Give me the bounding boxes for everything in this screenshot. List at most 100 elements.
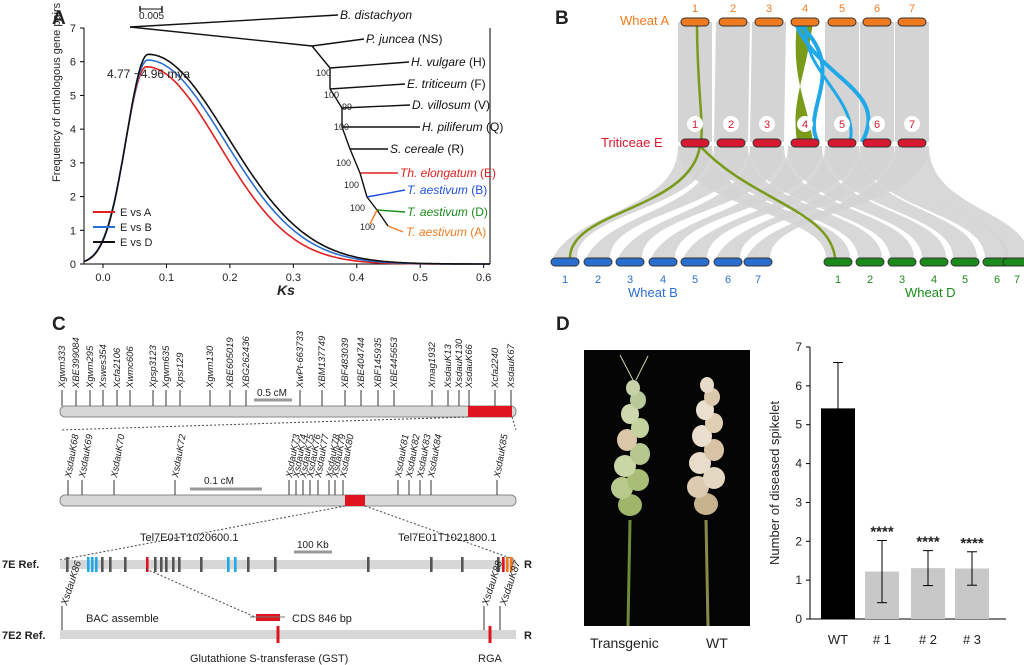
gene-tick [165, 557, 168, 572]
gene-tick [146, 557, 149, 572]
tree-leaf-labels: B. distachyon P. juncea (NS) H. vulgare (H… [340, 8, 503, 239]
chromosome-label: 3 [764, 119, 770, 131]
synteny-link-inversion [795, 22, 813, 142]
right-arm-label-2: R [524, 630, 532, 642]
genetic-marker: Xmag1932 [427, 341, 438, 389]
chromosome-label: 3 [899, 274, 905, 286]
chromosome-label: 6 [725, 274, 731, 286]
gene-tick [461, 557, 464, 572]
wheat-b-label: Wheat B [628, 285, 678, 300]
chromosome-bar [680, 138, 710, 148]
x-tick-label: 0.0 [95, 272, 110, 284]
genetic-marker: Xgwm635 [161, 345, 172, 389]
bac-label: BAC assemble [86, 613, 159, 625]
synteny-link-a-e [714, 22, 750, 142]
chromosome-label: 6 [994, 274, 1000, 286]
genetic-map-markers-1: Xgwm333 XBE399084 Xgwm295 Xswes354 Xcfa2106 X… [57, 330, 517, 406]
tree-leaf: T. aestivum (B) [407, 183, 487, 197]
significance-stars: **** [870, 524, 894, 541]
bar-y-tick-label: 7 [795, 340, 802, 354]
wt-photo-label: WT [706, 635, 728, 651]
wt-spike [687, 377, 725, 627]
rga-label: RGA [478, 653, 503, 665]
chromosome-label: 5 [692, 274, 698, 286]
chromosome-label: 6 [874, 119, 880, 131]
chromosome-bar [790, 138, 820, 148]
ks-plot-legend: E vs A E vs B E vs D [93, 207, 152, 249]
gene-ticks-7e [66, 557, 513, 572]
synteny-link-e-b [683, 146, 859, 258]
chromosome-bar [754, 17, 784, 27]
ks-plot-curves [83, 53, 490, 265]
chromosome-label: 4 [931, 274, 937, 286]
chromosome-label-bg [723, 116, 739, 132]
ks-plot-y-ticks: 0 1 2 3 4 5 6 7 [70, 23, 84, 271]
chromosome-bar [827, 138, 857, 148]
chromosome-bar [743, 257, 773, 267]
gene-tick [200, 557, 203, 572]
translocation-link-b [568, 21, 703, 259]
genetic-marker: XBE605019 [225, 337, 236, 389]
chromosome-bar [827, 17, 857, 27]
chromosome-label: 5 [839, 119, 845, 131]
genetic-marker: XBM137749 [317, 335, 328, 389]
chromosome-bar [887, 257, 917, 267]
bar-y-tick-label: 2 [795, 534, 802, 548]
genetic-marker: XsdauK85 [492, 433, 511, 480]
x-tick-label: 0.2 [222, 272, 237, 284]
y-tick-label: 5 [70, 90, 76, 102]
legend-entry: E vs B [120, 222, 152, 234]
chromosome-bar [823, 257, 853, 267]
chromosome-label: 1 [692, 119, 698, 131]
translocation-link-cyan-3 [804, 23, 853, 143]
chromosome-bar [752, 138, 782, 148]
ks-plot-x-ticks: 0.0 0.1 0.2 0.3 0.4 0.5 0.6 [95, 264, 491, 284]
synteny-link-a-e [750, 22, 786, 142]
chromosome-label: 2 [595, 274, 601, 286]
genetic-marker: XsdauK130 [454, 338, 465, 389]
y-tick-label: 4 [70, 124, 76, 136]
synteny-link-e-b [586, 146, 748, 258]
gene-tick [87, 557, 90, 572]
genetic-map-bar-2 [59, 494, 517, 507]
tree-leaf: Th. elongatum (E) [400, 166, 496, 180]
scale-0-5-cm: 0.5 cM [257, 388, 287, 399]
bar-category-label: # 1 [873, 632, 891, 647]
y-tick-label: 0 [70, 259, 76, 271]
bar-y-tick-label: 6 [795, 379, 802, 393]
chromosome-label: 7 [1014, 274, 1020, 286]
tree-leaf: T. aestivum (A) [406, 225, 486, 239]
right-arm-label-1: R [524, 559, 532, 571]
genetic-marker: Xwmc606 [125, 346, 136, 389]
gene-tick [172, 557, 175, 572]
synteny-link-e-b [651, 146, 822, 258]
chromosome-bar [862, 138, 892, 148]
gene-tick [506, 557, 509, 572]
gst-label: Glutathione S-transferase (GST) [190, 653, 348, 665]
genetic-marker: XBF483039 [340, 337, 351, 389]
bar-category-label: # 2 [919, 632, 937, 647]
significance-stars: **** [916, 534, 940, 551]
bootstrap-value: 100 [336, 158, 351, 168]
gene-tick [430, 557, 433, 572]
chromosome-bar [680, 257, 710, 267]
tree-leaf: D. villosum (V) [412, 98, 490, 112]
synteny-link-a-e [678, 22, 712, 142]
fine-map-region-2 [345, 495, 365, 506]
bar-y-tick-label: 0 [795, 612, 802, 626]
chromosome-bar [713, 257, 743, 267]
synteny-links [553, 21, 1024, 259]
x-tick-label: 0.1 [159, 272, 174, 284]
triticeae-e-label: Triticeae E [601, 135, 663, 150]
genetic-marker: XBG262436 [241, 336, 252, 389]
gene-tick [247, 557, 250, 572]
spike-photo [584, 350, 750, 627]
gene-tick [91, 557, 94, 572]
panel-letter-c: C [52, 314, 66, 335]
synteny-link-a-e [895, 22, 929, 142]
synteny-link-e-b [716, 146, 894, 258]
y-tick-label: 7 [70, 23, 76, 35]
panel-a: A 0 1 2 3 4 5 6 7 0.0 0.1 0.2 0.3 0.4 0.5 0.6 Frequen… [51, 2, 503, 298]
